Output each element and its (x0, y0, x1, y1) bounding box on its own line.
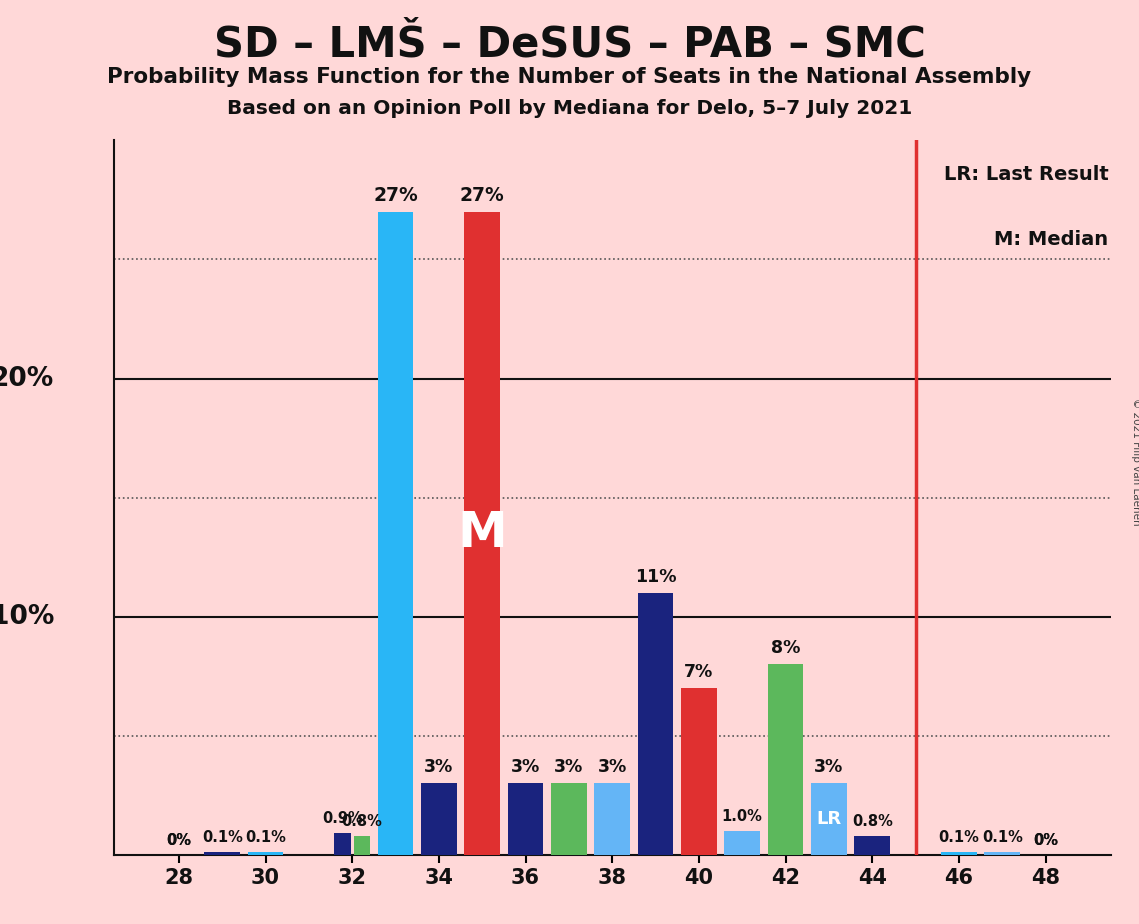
Text: 3%: 3% (598, 758, 626, 776)
Text: 10%: 10% (0, 603, 55, 629)
Text: 0.1%: 0.1% (245, 830, 286, 845)
Bar (248, 852, 284, 855)
Bar (378, 212, 413, 855)
Text: 0.8%: 0.8% (342, 813, 383, 829)
Text: © 2021 Filip van Laenen: © 2021 Filip van Laenen (1131, 398, 1139, 526)
Text: Probability Mass Function for the Number of Seats in the National Assembly: Probability Mass Function for the Number… (107, 67, 1032, 87)
Text: 0%: 0% (1033, 833, 1058, 847)
Bar (595, 784, 630, 855)
Bar (508, 784, 543, 855)
Text: 27%: 27% (374, 186, 418, 205)
Bar (205, 852, 240, 855)
Bar (681, 688, 716, 855)
Text: 3%: 3% (511, 758, 540, 776)
Bar (638, 593, 673, 855)
Bar (854, 835, 890, 855)
Bar (421, 784, 457, 855)
Text: 0.1%: 0.1% (202, 830, 243, 845)
Text: SD – LMŠ – DeSUS – PAB – SMC: SD – LMŠ – DeSUS – PAB – SMC (214, 23, 925, 65)
Text: 0%: 0% (166, 833, 191, 847)
Text: 3%: 3% (555, 758, 583, 776)
Bar (465, 212, 500, 855)
Text: 0%: 0% (166, 833, 191, 847)
Text: 0.1%: 0.1% (939, 830, 980, 845)
Text: 3%: 3% (814, 758, 844, 776)
Bar (353, 835, 370, 855)
Text: 3%: 3% (424, 758, 453, 776)
Text: M: Median: M: Median (994, 230, 1108, 249)
Text: 0.8%: 0.8% (852, 813, 893, 829)
Bar (551, 784, 587, 855)
Bar (335, 833, 351, 855)
Text: Based on an Opinion Poll by Mediana for Delo, 5–7 July 2021: Based on an Opinion Poll by Mediana for … (227, 99, 912, 118)
Text: 1.0%: 1.0% (722, 808, 763, 824)
Text: LR: LR (817, 810, 842, 828)
Bar (811, 784, 846, 855)
Bar (724, 831, 760, 855)
Text: 11%: 11% (634, 567, 677, 586)
Text: 0.9%: 0.9% (322, 811, 363, 826)
Bar (941, 852, 976, 855)
Text: 0.1%: 0.1% (982, 830, 1023, 845)
Text: LR: Last Result: LR: Last Result (944, 165, 1108, 185)
Text: M: M (458, 509, 507, 557)
Text: 8%: 8% (771, 639, 801, 657)
Text: 7%: 7% (685, 663, 713, 681)
Text: 0%: 0% (1033, 833, 1058, 847)
Text: 27%: 27% (460, 186, 505, 205)
Text: 20%: 20% (0, 366, 55, 392)
Bar (984, 852, 1019, 855)
Bar (768, 664, 803, 855)
